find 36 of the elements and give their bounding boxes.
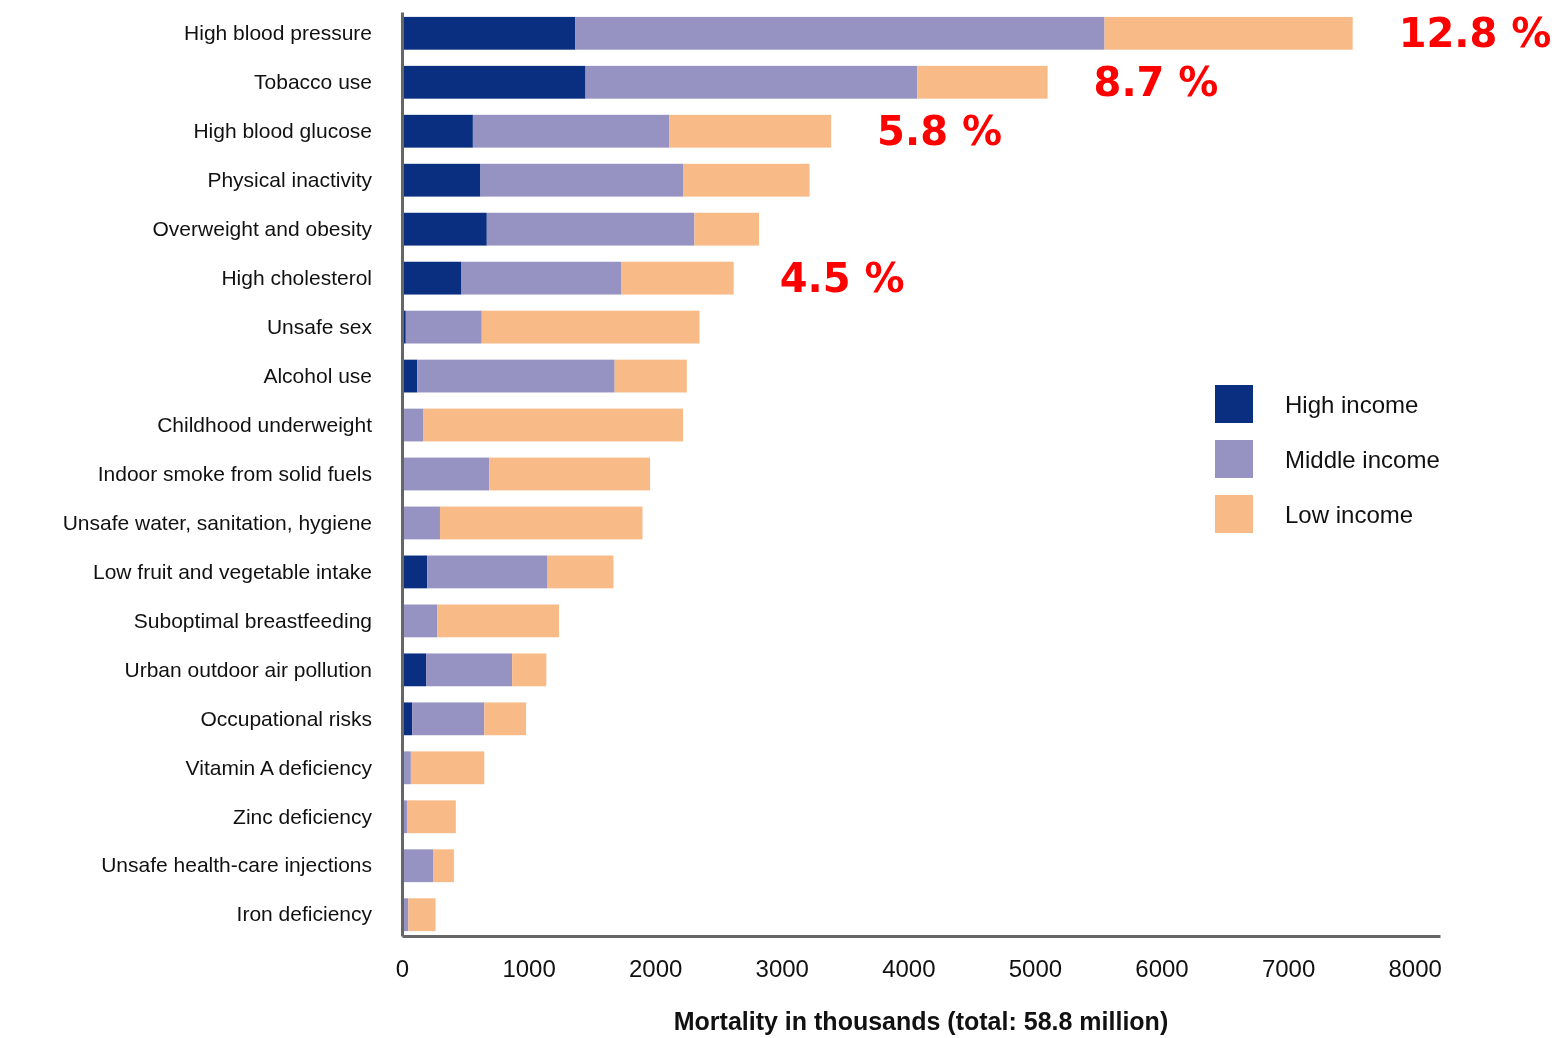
y-tick-label: Suboptimal breastfeeding bbox=[133, 608, 372, 632]
y-tick-label: Occupational risks bbox=[200, 706, 372, 730]
y-tick-label: High cholesterol bbox=[221, 265, 372, 289]
legend-label: Middle income bbox=[1285, 445, 1440, 473]
y-tick-label: Overweight and obesity bbox=[152, 216, 373, 240]
x-tick-label: 6000 bbox=[1135, 955, 1189, 983]
y-tick-label: High blood pressure bbox=[184, 21, 372, 45]
y-tick-label: Iron deficiency bbox=[236, 902, 373, 926]
y-tick-label: Unsafe health-care injections bbox=[101, 853, 372, 877]
x-tick-label: 2000 bbox=[628, 955, 683, 983]
y-tick-label: Tobacco use bbox=[254, 69, 372, 93]
x-tick-label: 5000 bbox=[1008, 955, 1063, 983]
y-tick-label: Unsafe water, sanitation, hygiene bbox=[62, 510, 372, 534]
x-tick-label: 4000 bbox=[882, 955, 936, 983]
y-tick-label: Childhood underweight bbox=[157, 412, 373, 436]
x-axis-title: Mortality in thousands (total: 58.8 million) bbox=[673, 1007, 1169, 1035]
y-tick-label: Physical inactivity bbox=[207, 167, 373, 191]
y-tick-label: Vitamin A deficiency bbox=[185, 755, 373, 779]
x-tick-label: 1000 bbox=[502, 955, 556, 983]
annotation: 12.8 % bbox=[1398, 10, 1552, 57]
x-tick-label: 3000 bbox=[755, 955, 809, 983]
y-tick-label: High blood glucose bbox=[193, 118, 372, 142]
x-tick-label: 8000 bbox=[1388, 955, 1442, 983]
x-tick-label: 7000 bbox=[1261, 955, 1316, 983]
annotation: 8.7 % bbox=[1093, 59, 1219, 106]
legend-label: High income bbox=[1285, 390, 1419, 418]
y-tick-label: Indoor smoke from solid fuels bbox=[97, 461, 372, 485]
annotation: 4.5 % bbox=[779, 255, 905, 302]
y-tick-label: Low fruit and vegetable intake bbox=[92, 559, 372, 583]
y-tick-label: Alcohol use bbox=[263, 363, 372, 387]
x-tick-label: 0 bbox=[395, 955, 410, 983]
y-tick-label: Unsafe sex bbox=[266, 314, 373, 338]
y-tick-label: Urban outdoor air pollution bbox=[124, 657, 372, 681]
legend-label: Low income bbox=[1285, 500, 1414, 528]
y-tick-label: Zinc deficiency bbox=[233, 804, 373, 828]
annotation: 5.8 % bbox=[877, 108, 1002, 155]
